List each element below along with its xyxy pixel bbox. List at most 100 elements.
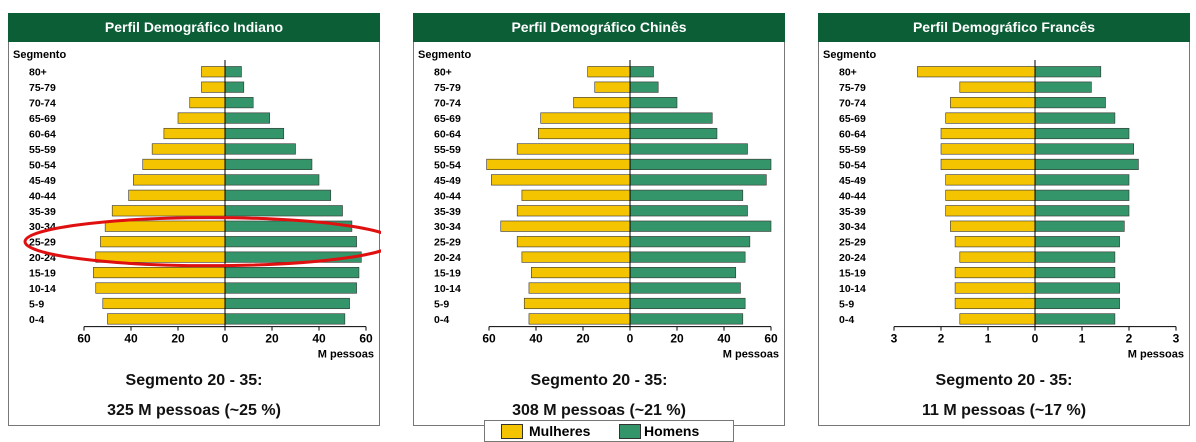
category-label: 15-19 — [434, 268, 461, 280]
category-label: 5-9 — [839, 298, 854, 310]
male-bar — [224, 251, 362, 263]
segment-caption: Segmento 20 - 35: — [935, 372, 1073, 389]
chart-panel-india: Perfil Demográfico Indiano Segmento 80+ 75… — [8, 13, 381, 426]
category-label: 0-4 — [434, 314, 449, 326]
male-bar — [1034, 143, 1134, 155]
male-bar — [1034, 267, 1116, 279]
female-bar — [486, 158, 631, 170]
category-label: 10-14 — [434, 283, 461, 295]
female-bar — [959, 81, 1036, 93]
x-tick-label: 1 — [1079, 332, 1086, 346]
y-axis-title: Segmento — [823, 49, 876, 61]
female-bar — [189, 97, 226, 109]
chart-panel-france: Perfil Demográfico Francês Segmento 80+ 75… — [818, 13, 1190, 426]
male-bar — [224, 282, 357, 294]
female-bar — [93, 267, 226, 279]
category-label: 75-79 — [839, 82, 866, 94]
male-bar — [224, 267, 360, 279]
x-axis-title: M pessoas — [723, 349, 779, 361]
female-bar — [954, 282, 1036, 294]
female-bar — [95, 282, 226, 294]
male-bar — [224, 143, 296, 155]
category-label: 30-34 — [839, 221, 866, 233]
male-bar — [629, 236, 751, 248]
female-bar — [945, 112, 1036, 124]
female-bar — [954, 297, 1036, 310]
category-label: 80+ — [839, 67, 857, 79]
female-bar — [594, 81, 631, 93]
female-bar — [917, 66, 1036, 78]
male-bar — [224, 81, 245, 93]
segment-total-caption: 325 M pessoas (~25 %) — [107, 402, 281, 419]
female-bar — [111, 205, 226, 217]
category-label: 35-39 — [839, 206, 866, 218]
male-bar — [1034, 112, 1116, 124]
x-axis-title: M pessoas — [318, 349, 374, 361]
y-axis-title: Segmento — [418, 49, 471, 61]
category-label: 55-59 — [29, 144, 56, 156]
x-tick-label: 20 — [171, 332, 185, 346]
category-label: 75-79 — [29, 82, 56, 94]
female-bar — [128, 189, 226, 201]
category-label: 5-9 — [29, 298, 44, 310]
female-bar — [950, 220, 1036, 232]
female-bar — [151, 143, 226, 155]
male-bar — [629, 81, 659, 93]
legend: Mulheres Homens — [484, 420, 734, 442]
female-bar — [133, 174, 226, 186]
x-tick-label: 40 — [312, 332, 326, 346]
category-label: 20-24 — [839, 252, 866, 264]
category-label: 70-74 — [29, 98, 56, 110]
male-bar — [629, 267, 737, 279]
category-label: 25-29 — [839, 237, 866, 249]
female-bar — [500, 220, 631, 232]
category-label: 20-24 — [434, 252, 461, 264]
x-tick-label: 0 — [627, 332, 634, 346]
female-bar — [959, 313, 1036, 325]
category-label: 50-54 — [434, 159, 461, 171]
female-bar — [177, 112, 226, 124]
female-bar — [516, 205, 631, 217]
male-bar — [629, 112, 713, 124]
female-bar — [945, 205, 1036, 217]
category-label: 45-49 — [839, 175, 866, 187]
male-bar — [224, 174, 320, 186]
category-label: 55-59 — [839, 144, 866, 156]
female-bar — [523, 297, 631, 310]
chart-title: Perfil Demográfico Chinês — [413, 13, 785, 42]
female-bar — [491, 174, 631, 186]
category-label: 65-69 — [29, 113, 56, 125]
female-bar — [954, 236, 1036, 248]
category-label: 45-49 — [434, 175, 461, 187]
x-tick-label: 20 — [265, 332, 279, 346]
highlight-ellipse — [23, 216, 381, 268]
male-bar — [224, 127, 285, 140]
category-label: 60-64 — [29, 129, 56, 141]
category-label: 65-69 — [839, 113, 866, 125]
legend-male-label: Homens — [644, 423, 700, 439]
male-bar — [224, 313, 346, 325]
female-bar — [528, 313, 631, 325]
x-tick-label: 20 — [670, 332, 684, 346]
category-label: 75-79 — [434, 82, 461, 94]
x-tick-label: 20 — [576, 332, 590, 346]
male-bar — [1034, 81, 1092, 93]
male-bar — [224, 112, 270, 124]
female-bar — [531, 267, 631, 279]
male-bar — [1034, 158, 1139, 170]
x-tick-label: 2 — [938, 332, 945, 346]
female-bar — [959, 251, 1036, 263]
male-bar — [1034, 236, 1120, 248]
x-tick-label: 60 — [77, 332, 91, 346]
segment-caption: Segmento 20 - 35: — [530, 372, 668, 389]
male-bar — [1034, 66, 1102, 78]
legend-female-label: Mulheres — [529, 423, 591, 439]
female-bar — [940, 143, 1036, 155]
category-label: 35-39 — [434, 206, 461, 218]
female-bar — [107, 313, 226, 325]
male-bar — [224, 205, 343, 217]
category-label: 0-4 — [29, 314, 44, 326]
female-bar — [528, 282, 631, 294]
male-bar — [224, 236, 357, 248]
category-label: 60-64 — [434, 129, 461, 141]
